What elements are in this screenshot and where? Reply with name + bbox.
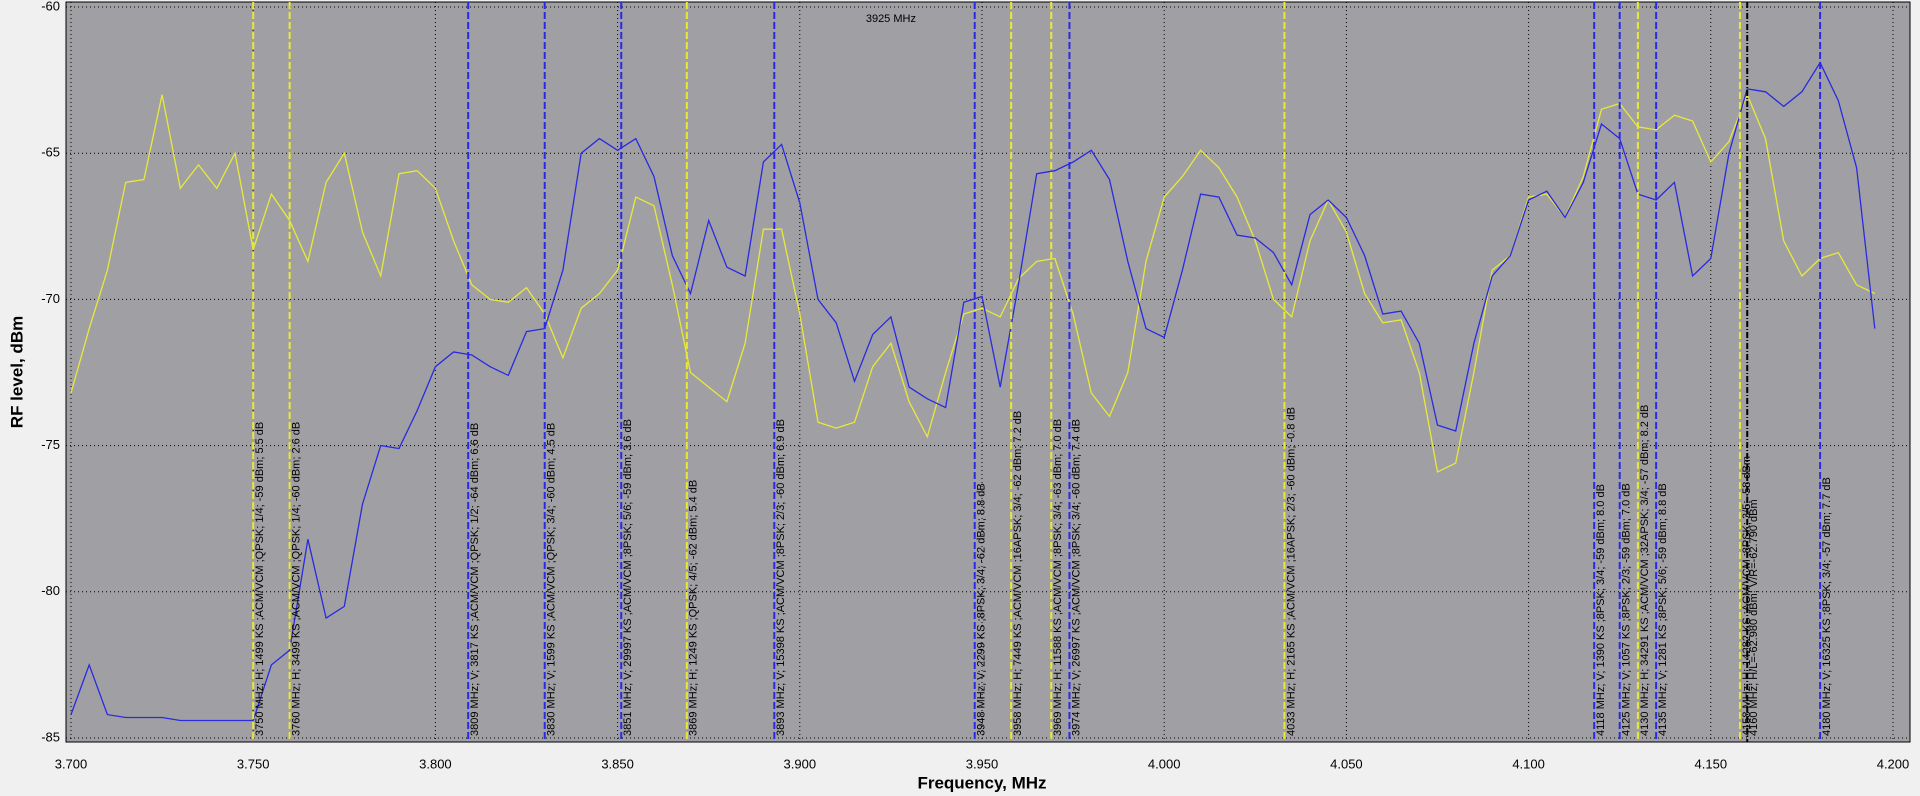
marker-label: 3969 MHz; H; 11588 KS ;ACM/VCM ;8PSK; 3/… xyxy=(1052,419,1064,736)
y-tick-label: -65 xyxy=(41,145,60,160)
marker-label: 3809 MHz; V; 3817 KS ;ACM/VCM ;QPSK; 1/2… xyxy=(469,423,481,736)
marker-label: 4033 MHz; H; 2165 KS ;ACM/VCM ;16APSK; 2… xyxy=(1285,407,1297,736)
y-tick-label: -80 xyxy=(41,583,60,598)
marker-label: 4158 MHz; H; 14282 KS ;ACM/VCM ;8PSK; 3/… xyxy=(1741,456,1753,736)
marker-label: 4125 MHz; V; 1057 KS ;8PSK; 2/3; -59 dBm… xyxy=(1621,483,1633,736)
x-tick-label: 3.850 xyxy=(601,756,634,771)
y-axis-label: RF level, dBm xyxy=(7,316,26,428)
x-tick-label: 4.050 xyxy=(1330,756,1363,771)
marker-label: 4135 MHz; V; 1281 KS ;8PSK; 5/6; -59 dBm… xyxy=(1657,483,1669,736)
marker-label: 3958 MHz; H; 7449 KS ;ACM/VCM ;16APSK; 3… xyxy=(1012,411,1024,736)
marker-label: 3974 MHz; V; 26997 KS ;ACM/VCM ;8PSK; 3/… xyxy=(1070,419,1082,736)
marker-label: 4160 MHz; H/L=-62.980 dBm; V/R=-62.790 d… xyxy=(1748,499,1760,736)
y-tick-label: -85 xyxy=(41,729,60,744)
x-tick-label: 3.700 xyxy=(55,756,88,771)
series-line xyxy=(70,61,1876,722)
marker-label: 3869 MHz; H; 1249 KS ;QPSK; 4/5; -62 dBm… xyxy=(688,480,700,736)
y-tick-label: -75 xyxy=(41,437,60,452)
x-tick-label: 4.200 xyxy=(1877,756,1910,771)
y-tick-label: -70 xyxy=(41,291,60,306)
cursor-label: 3925 MHz xyxy=(866,13,916,25)
x-tick-label: 3.950 xyxy=(966,756,999,771)
x-tick-label: 4.100 xyxy=(1512,756,1545,771)
x-tick-label: 4.150 xyxy=(1695,756,1728,771)
marker-label: 4180 MHz; V; 16325 KS ;8PSK; 3/4; -57 dB… xyxy=(1821,477,1833,736)
marker-label: 3760 MHz; H; 3499 KS ;ACM/VCM ;QPSK; 1/4… xyxy=(291,422,303,736)
x-axis-label: Frequency, MHz xyxy=(917,773,1046,792)
series-line xyxy=(70,92,1876,473)
marker-label: 3893 MHz; V; 15398 KS ;ACM/VCM ;8PSK; 2/… xyxy=(775,419,787,736)
x-tick-label: 3.800 xyxy=(419,756,452,771)
x-tick-label: 3.900 xyxy=(784,756,817,771)
x-tick-label: 3.750 xyxy=(237,756,270,771)
marker-label: 3830 MHz; V; 1599 KS ;ACM/VCM ;QPSK; 3/4… xyxy=(546,423,558,736)
y-tick-label: -60 xyxy=(41,0,60,13)
marker-label: 3750 MHz; H; 1499 KS ;ACM/VCM ;QPSK; 1/4… xyxy=(254,422,266,736)
marker-label: 4118 MHz; V; 1390 KS ;8PSK; 3/4; -59 dBm… xyxy=(1595,484,1607,736)
marker-label: 3851 MHz; V; 29997 KS ;ACM/VCM ;8PSK; 5/… xyxy=(622,419,634,736)
marker-label: 4130 MHz; H; 34291 KS ;ACM/VCM ;32APSK; … xyxy=(1639,405,1651,736)
plot-area xyxy=(65,1,1911,743)
marker-label: 3948 MHz; V; 2299 KS ;8PSK; 3/4; -62 dBm… xyxy=(976,483,988,736)
x-tick-label: 4.000 xyxy=(1148,756,1181,771)
